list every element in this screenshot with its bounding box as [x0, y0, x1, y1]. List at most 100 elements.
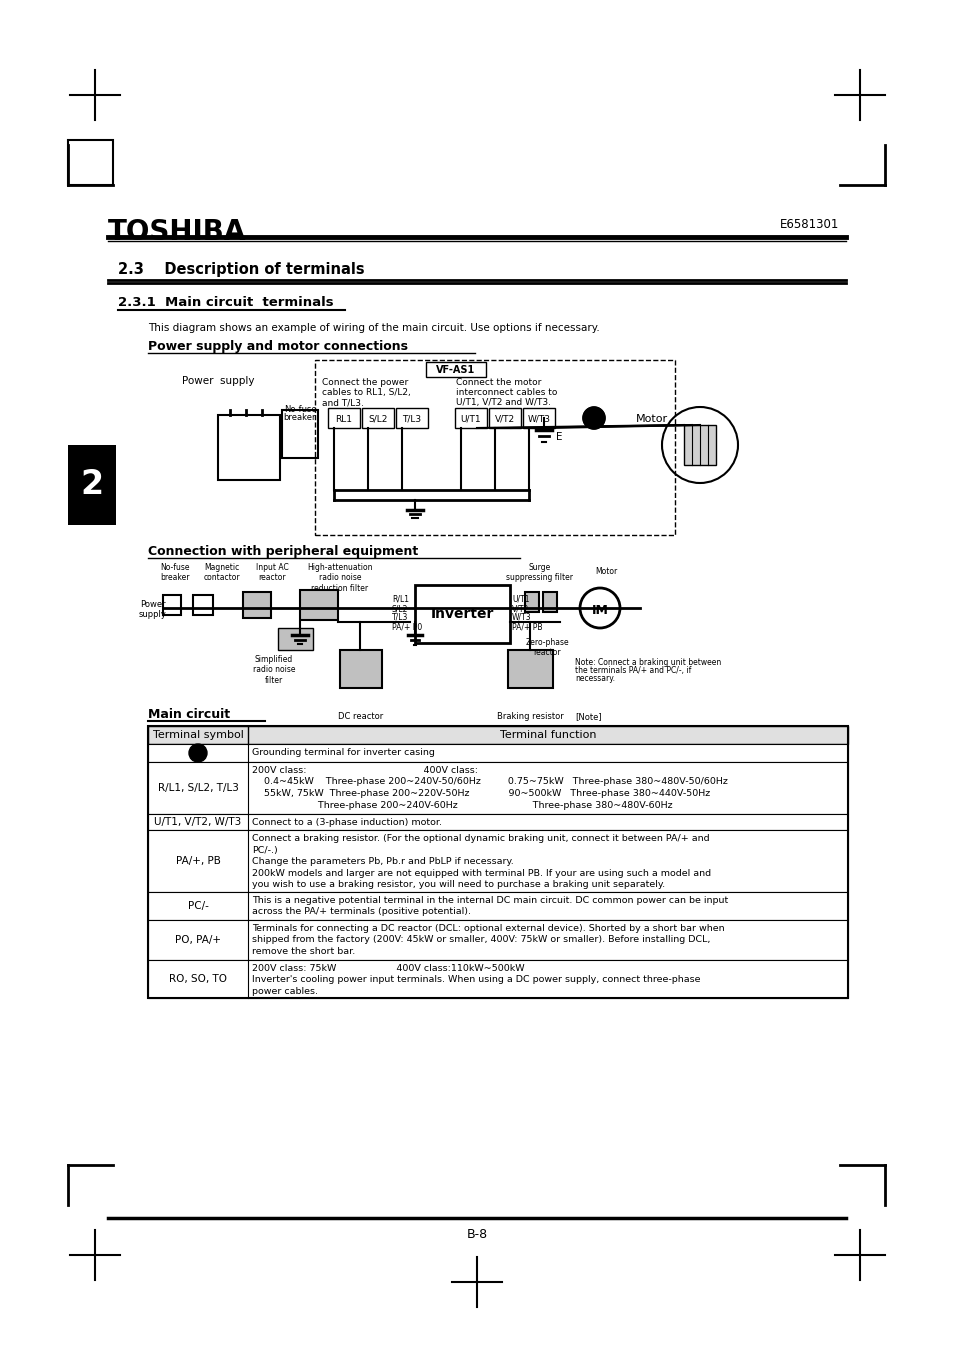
Circle shape: [192, 747, 204, 759]
Bar: [218, 415, 280, 480]
Text: Connect a braking resistor. (For the optional dynamic braking unit, connect it b: Connect a braking resistor. (For the opt…: [252, 834, 709, 843]
Text: PC/-: PC/-: [188, 901, 208, 911]
Bar: [148, 725, 847, 998]
Text: S/L2: S/L2: [392, 604, 408, 613]
Text: U/T1: U/T1: [512, 594, 529, 604]
Text: This diagram shows an example of wiring of the main circuit. Use options if nece: This diagram shows an example of wiring …: [148, 323, 599, 332]
Bar: [522, 408, 555, 428]
Text: 2: 2: [80, 469, 104, 501]
Bar: [328, 408, 359, 428]
Text: necessary.: necessary.: [575, 674, 615, 684]
Bar: [68, 444, 116, 526]
Bar: [148, 762, 847, 815]
Bar: [507, 650, 553, 688]
Bar: [426, 362, 485, 377]
Text: E: E: [556, 432, 562, 442]
Text: Note: Connect a braking unit between: Note: Connect a braking unit between: [575, 658, 720, 667]
Text: V/T2: V/T2: [495, 415, 515, 424]
Text: remove the short bar.: remove the short bar.: [252, 947, 355, 957]
Bar: [314, 359, 675, 535]
Text: Power
supply: Power supply: [139, 600, 167, 619]
Text: U/T1, V/T2 and W/T3.: U/T1, V/T2 and W/T3.: [456, 399, 551, 407]
Text: U/T1, V/T2, W/T3: U/T1, V/T2, W/T3: [154, 817, 241, 827]
Text: Terminal function: Terminal function: [499, 730, 596, 740]
Text: No-fuse
breaker: No-fuse breaker: [160, 563, 190, 582]
Bar: [683, 426, 716, 465]
Text: cables to RL1, S/L2,: cables to RL1, S/L2,: [322, 388, 411, 397]
Text: 2.3.1  Main circuit  terminals: 2.3.1 Main circuit terminals: [118, 296, 334, 309]
Text: 200kW models and larger are not equipped with terminal PB. If your are using suc: 200kW models and larger are not equipped…: [252, 869, 710, 878]
Text: the terminals PA/+ and PC/-, if: the terminals PA/+ and PC/-, if: [575, 666, 691, 676]
Text: TOSHIBA: TOSHIBA: [108, 218, 246, 246]
Text: Inverter: Inverter: [431, 607, 494, 621]
Text: Input AC
reactor: Input AC reactor: [255, 563, 288, 582]
Circle shape: [585, 409, 601, 426]
Bar: [277, 628, 313, 650]
Text: T/L3: T/L3: [402, 415, 421, 424]
Text: IM: IM: [591, 604, 608, 616]
Text: U/T1: U/T1: [460, 415, 481, 424]
Bar: [243, 592, 271, 617]
Text: PC/-.): PC/-.): [252, 846, 277, 854]
Text: Simplified
radio noise
filter: Simplified radio noise filter: [253, 655, 294, 685]
Text: This is a negative potential terminal in the internal DC main circuit. DC common: This is a negative potential terminal in…: [252, 896, 727, 905]
Text: PA/+ PB: PA/+ PB: [512, 621, 542, 631]
Text: shipped from the factory (200V: 45kW or smaller, 400V: 75kW or smaller). Before : shipped from the factory (200V: 45kW or …: [252, 935, 710, 944]
Bar: [542, 592, 557, 612]
Bar: [148, 725, 847, 744]
Bar: [148, 744, 847, 762]
Circle shape: [582, 407, 604, 430]
Text: Three-phase 200~240V-60Hz                         Three-phase 380~480V-60Hz: Three-phase 200~240V-60Hz Three-phase 38…: [252, 801, 672, 809]
Text: S/L2: S/L2: [368, 415, 387, 424]
Text: R/L1: R/L1: [392, 594, 409, 604]
Text: E6581301: E6581301: [780, 218, 839, 231]
Text: Connect the motor: Connect the motor: [456, 378, 540, 386]
Bar: [148, 920, 847, 961]
Text: PA/+ P0: PA/+ P0: [392, 621, 422, 631]
Text: Braking resistor: Braking resistor: [497, 712, 563, 721]
Bar: [148, 815, 847, 830]
Bar: [395, 408, 428, 428]
Text: Power supply and motor connections: Power supply and motor connections: [148, 340, 408, 353]
Bar: [148, 892, 847, 920]
Text: B-8: B-8: [466, 1228, 487, 1242]
Text: R/L1, S/L2, T/L3: R/L1, S/L2, T/L3: [157, 784, 238, 793]
Bar: [339, 650, 381, 688]
Text: 55kW, 75kW  Three-phase 200~220V-50Hz             90~500kW   Three-phase 380~440: 55kW, 75kW Three-phase 200~220V-50Hz 90~…: [252, 789, 709, 798]
Text: RO, SO, TO: RO, SO, TO: [169, 974, 227, 984]
Bar: [524, 592, 538, 612]
Text: Magnetic
contactor: Magnetic contactor: [204, 563, 240, 582]
Bar: [148, 830, 847, 892]
Text: Connect the power: Connect the power: [322, 378, 408, 386]
Text: No-fuse: No-fuse: [283, 405, 316, 413]
Circle shape: [189, 744, 207, 762]
Text: Power  supply: Power supply: [182, 376, 254, 386]
Text: Terminals for connecting a DC reactor (DCL: optional external device). Shorted b: Terminals for connecting a DC reactor (D…: [252, 924, 724, 934]
Text: Connection with peripheral equipment: Connection with peripheral equipment: [148, 544, 417, 558]
Text: PA/+, PB: PA/+, PB: [175, 857, 220, 866]
Text: PO, PA/+: PO, PA/+: [174, 935, 221, 944]
Text: W/T3: W/T3: [512, 613, 531, 621]
Text: and T/L3.: and T/L3.: [322, 399, 363, 407]
Text: across the PA/+ terminals (positive potential).: across the PA/+ terminals (positive pote…: [252, 908, 471, 916]
Bar: [361, 408, 394, 428]
Bar: [455, 408, 486, 428]
Text: Main circuit: Main circuit: [148, 708, 230, 721]
Text: Terminal symbol: Terminal symbol: [152, 730, 243, 740]
Text: Zero-phase
reactor: Zero-phase reactor: [525, 638, 568, 658]
Bar: [489, 408, 520, 428]
Text: Inverter's cooling power input terminals. When using a DC power supply, connect : Inverter's cooling power input terminals…: [252, 975, 700, 985]
Text: [Note]: [Note]: [575, 712, 601, 721]
Bar: [163, 594, 181, 615]
Text: Grounding terminal for inverter casing: Grounding terminal for inverter casing: [252, 748, 435, 757]
Bar: [193, 594, 213, 615]
Text: 200V class: 75kW                    400V class:110kW~500kW: 200V class: 75kW 400V class:110kW~500kW: [252, 965, 524, 973]
Text: W/T3: W/T3: [527, 415, 550, 424]
Text: power cables.: power cables.: [252, 988, 317, 996]
Bar: [148, 961, 847, 998]
Bar: [282, 409, 317, 458]
Text: V/T2: V/T2: [512, 604, 529, 613]
Bar: [299, 590, 337, 620]
Circle shape: [582, 407, 604, 430]
Text: T/L3: T/L3: [392, 613, 408, 621]
